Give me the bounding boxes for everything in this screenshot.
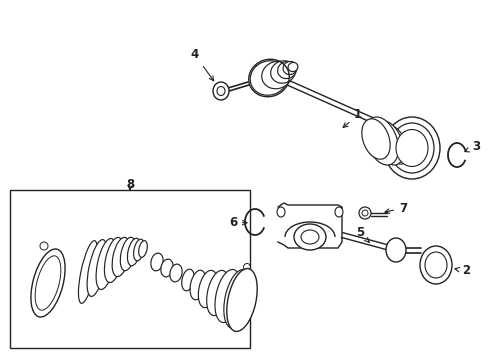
Ellipse shape (374, 121, 403, 165)
Ellipse shape (224, 270, 252, 328)
Ellipse shape (270, 61, 295, 83)
Ellipse shape (250, 61, 287, 95)
Ellipse shape (127, 238, 140, 266)
Ellipse shape (276, 207, 285, 217)
Ellipse shape (215, 270, 241, 323)
Ellipse shape (293, 224, 325, 250)
Ellipse shape (104, 238, 123, 283)
Text: 4: 4 (190, 49, 213, 81)
Ellipse shape (217, 86, 224, 95)
Ellipse shape (161, 259, 173, 277)
Ellipse shape (198, 270, 217, 308)
Bar (10, 190, 249, 348)
Ellipse shape (287, 62, 297, 72)
Ellipse shape (78, 241, 97, 303)
Ellipse shape (120, 237, 136, 271)
Ellipse shape (169, 264, 182, 282)
Text: 3: 3 (464, 140, 479, 153)
Text: 6: 6 (228, 216, 246, 229)
Ellipse shape (389, 123, 433, 173)
Ellipse shape (383, 117, 439, 179)
Ellipse shape (361, 119, 389, 159)
Ellipse shape (277, 61, 296, 78)
Ellipse shape (213, 82, 228, 100)
Ellipse shape (35, 256, 61, 310)
Ellipse shape (133, 239, 144, 261)
Ellipse shape (139, 240, 147, 257)
Ellipse shape (361, 210, 367, 216)
Text: 2: 2 (454, 265, 469, 278)
Ellipse shape (182, 269, 194, 291)
Ellipse shape (206, 270, 229, 316)
Ellipse shape (226, 269, 257, 332)
Ellipse shape (150, 253, 163, 271)
Ellipse shape (365, 117, 398, 165)
Ellipse shape (261, 61, 292, 89)
Text: 1: 1 (343, 108, 361, 127)
Ellipse shape (424, 252, 446, 278)
Text: 5: 5 (355, 226, 368, 242)
Ellipse shape (334, 207, 342, 217)
Ellipse shape (31, 249, 65, 317)
Ellipse shape (358, 207, 370, 219)
Ellipse shape (385, 238, 405, 262)
Ellipse shape (96, 239, 116, 289)
Ellipse shape (190, 270, 205, 300)
Ellipse shape (419, 246, 451, 284)
Ellipse shape (395, 130, 427, 166)
Text: 8: 8 (125, 179, 134, 192)
Ellipse shape (283, 62, 296, 75)
Ellipse shape (87, 240, 107, 296)
Ellipse shape (112, 237, 130, 276)
Text: 7: 7 (384, 202, 407, 215)
Ellipse shape (384, 126, 407, 164)
Ellipse shape (301, 230, 318, 244)
